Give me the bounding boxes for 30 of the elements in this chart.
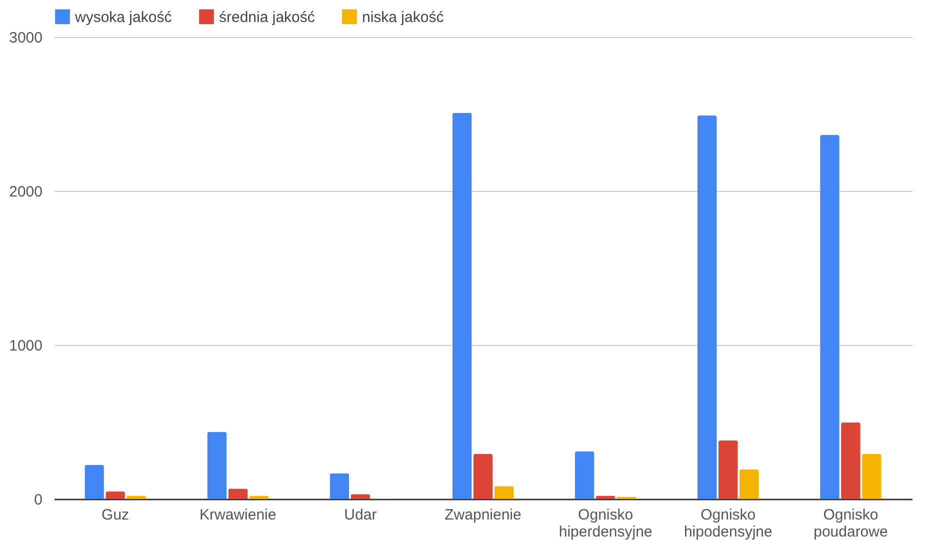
bar: [494, 486, 514, 499]
bar: [862, 454, 882, 499]
y-tick-label: 1000: [9, 338, 42, 354]
bar: [698, 116, 717, 499]
x-tick-label: Udar: [344, 506, 377, 524]
bar: [228, 488, 248, 499]
x-tick-label: Guz: [102, 506, 130, 524]
bar: [841, 422, 860, 499]
x-tick-label: Zwapnienie: [444, 506, 522, 524]
bar: [820, 134, 840, 499]
bar: [84, 464, 104, 499]
bar: [207, 432, 227, 499]
bar: [452, 112, 472, 499]
bar: [596, 496, 616, 499]
bar: [106, 491, 125, 499]
y-tick-label: 2000: [9, 184, 42, 200]
y-tick-label: 3000: [9, 30, 42, 46]
bar: [473, 454, 493, 499]
x-tick-label: Ognisko hipodensyjne: [684, 506, 772, 540]
legend-label: średnia jakość: [219, 8, 316, 26]
bar: [718, 440, 738, 499]
bar: [330, 473, 350, 499]
x-tick-label: Ognisko poudarowe: [814, 506, 888, 540]
bar: [574, 451, 594, 499]
legend-label: niska jakość: [362, 8, 444, 26]
x-tick-label: Krwawienie: [200, 506, 276, 524]
bar: [739, 469, 759, 499]
legend-label: wysoka jakość: [74, 8, 172, 26]
x-tick-label: Ognisko hiperdensyjne: [558, 506, 652, 540]
y-tick-label: 0: [34, 492, 42, 508]
